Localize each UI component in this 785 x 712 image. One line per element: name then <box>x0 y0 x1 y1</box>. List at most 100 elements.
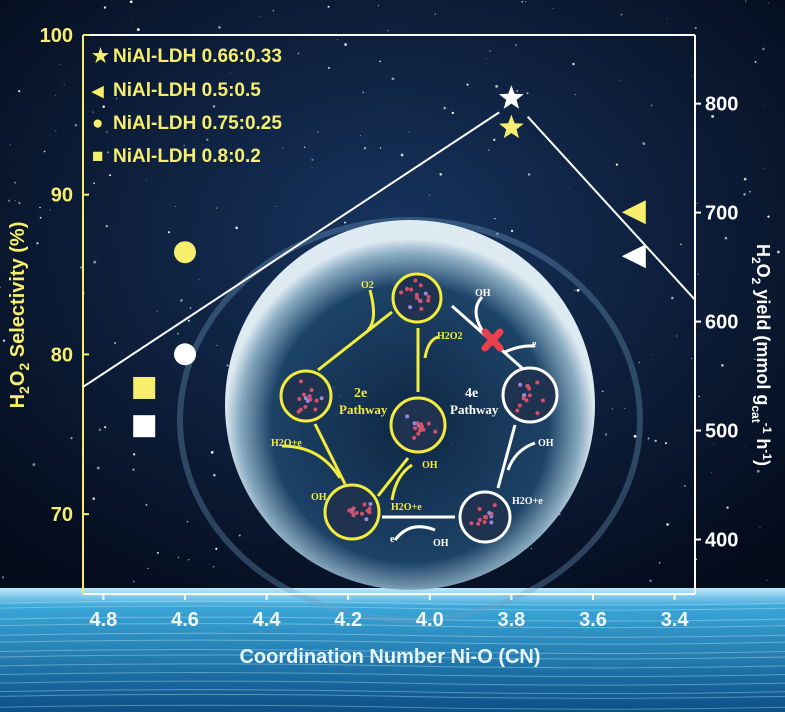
atom <box>351 513 356 518</box>
atom <box>489 520 494 525</box>
atom <box>399 290 404 295</box>
star-dot <box>559 513 561 516</box>
star-dot <box>216 344 218 346</box>
star-dot <box>10 144 11 146</box>
wave-line <box>0 693 785 699</box>
star-dot <box>39 216 42 219</box>
star-dot <box>574 289 576 291</box>
atom <box>433 429 438 434</box>
star-dot <box>745 445 747 447</box>
atom <box>426 298 431 303</box>
label-o2: O2 <box>361 280 374 291</box>
star-dot <box>105 131 108 133</box>
star-dot <box>516 89 519 93</box>
atom <box>476 521 481 526</box>
star-dot <box>658 562 661 564</box>
atom <box>527 393 532 398</box>
atom <box>368 502 373 507</box>
star-dot <box>651 104 653 106</box>
y-left-tick-label: 80 <box>51 344 73 366</box>
atom <box>408 305 413 310</box>
y-right-tick-label: 700 <box>705 203 738 225</box>
wave-line <box>0 616 785 622</box>
star-dot <box>212 105 216 108</box>
star-dot <box>769 272 771 273</box>
star-dot <box>745 0 747 2</box>
legend-symbol-square: ■ <box>92 146 103 167</box>
star-dot <box>568 188 570 190</box>
yield-point-square <box>133 415 156 438</box>
atom <box>421 427 426 432</box>
star-dot <box>624 408 626 409</box>
star-dot <box>187 319 191 322</box>
y-left-axis-label: H2O2 Selectivity (%) <box>7 222 32 409</box>
star-dot <box>14 200 16 202</box>
star-dot <box>510 229 514 233</box>
star-dot <box>649 579 652 583</box>
atom <box>367 510 372 515</box>
y-right-tick-label: 800 <box>705 94 738 116</box>
star-dot <box>188 559 190 561</box>
star-dot <box>156 551 159 554</box>
label-pathway: Pathway <box>339 402 388 417</box>
star-dot <box>496 232 499 236</box>
star-dot <box>63 84 65 86</box>
atom <box>309 388 314 393</box>
atom <box>367 506 372 511</box>
star-dot <box>176 332 179 335</box>
atom <box>412 435 417 440</box>
atom <box>416 431 421 436</box>
x-tick-label: 4.6 <box>171 609 199 631</box>
star-dot <box>754 358 756 361</box>
star-dot <box>752 303 754 304</box>
y-right-tick-label: 500 <box>705 421 738 443</box>
wave-line <box>0 632 785 638</box>
label-h2oe: H2O+e <box>271 438 302 449</box>
star-dot <box>764 104 766 106</box>
yield-point-star <box>499 85 524 109</box>
wave-line <box>0 654 785 660</box>
label-e: e <box>532 339 537 350</box>
star-dot <box>18 202 21 205</box>
star-dot <box>215 547 218 550</box>
star-dot <box>451 111 454 115</box>
star-dot <box>666 18 668 19</box>
star-dot <box>768 2 769 4</box>
atom <box>413 278 418 283</box>
star-dot <box>379 147 382 149</box>
y-left-tick-label: 90 <box>51 185 73 207</box>
y-right-tick-label: 600 <box>705 312 738 334</box>
atom <box>303 404 308 409</box>
atom <box>540 398 545 403</box>
atom <box>354 510 359 515</box>
star-dot <box>524 1 526 3</box>
star-dot <box>759 363 761 366</box>
star-dot <box>311 158 314 161</box>
star-dot <box>43 150 46 153</box>
star-dot <box>713 443 715 445</box>
star-dot <box>513 4 515 5</box>
star-dot <box>391 77 395 81</box>
trend-line <box>82 111 500 388</box>
star-dot <box>59 64 61 66</box>
yield-point-circle <box>174 343 196 366</box>
star-dot <box>297 52 300 55</box>
star-dot <box>70 436 73 440</box>
star-dot <box>759 526 761 528</box>
star-dot <box>2 339 6 342</box>
label-oh: OH <box>538 438 554 449</box>
star-dot <box>265 60 268 63</box>
star-dot <box>493 138 496 142</box>
star-dot <box>0 286 1 289</box>
star-dot <box>186 520 189 523</box>
atom <box>413 426 418 431</box>
waves <box>0 600 785 710</box>
atom <box>296 409 301 414</box>
star-dot <box>711 472 712 473</box>
star-dot <box>766 579 768 581</box>
star-dot <box>92 111 94 113</box>
star-dot <box>697 273 700 276</box>
star-dot <box>400 153 404 157</box>
star-dot <box>156 310 158 313</box>
atom <box>426 421 431 426</box>
